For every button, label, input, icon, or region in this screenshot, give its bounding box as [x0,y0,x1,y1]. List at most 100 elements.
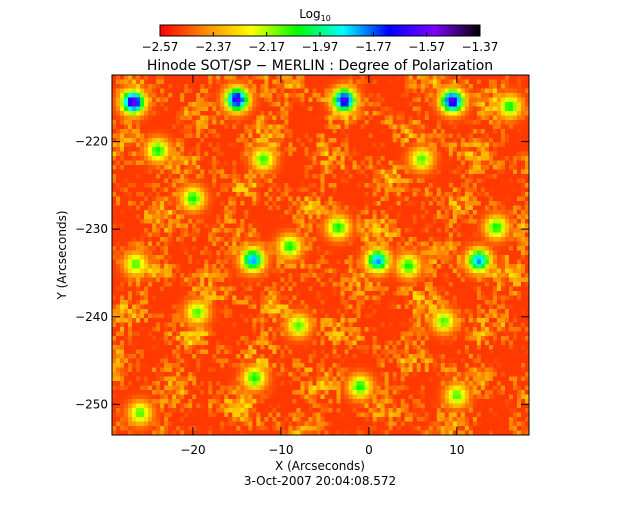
heatmap-cell [524,201,529,206]
heatmap-cell [272,286,277,292]
heatmap-cell [356,183,361,188]
heatmap-cell [408,93,414,98]
heatmap-cell [500,259,506,265]
heatmap-cell [408,205,414,211]
heatmap-cell [148,214,153,220]
heatmap-cell [280,282,285,287]
heatmap-cell [316,97,321,103]
heatmap-cell [440,120,446,125]
heatmap-cell [316,133,321,139]
heatmap-cell [372,147,378,152]
heatmap-cell [156,129,161,134]
heatmap-cell [452,142,458,148]
heatmap-cell [496,255,502,260]
heatmap-cell [176,237,181,242]
heatmap-cell [480,111,486,116]
heatmap-cell [420,93,426,98]
heatmap-cell [376,259,382,265]
heatmap-cell [188,169,193,175]
heatmap-cell [524,255,529,260]
heatmap-cell [288,178,293,184]
heatmap-cell [436,259,442,265]
heatmap-cell [112,124,117,130]
heatmap-cell [364,241,370,247]
heatmap-cell [220,223,225,229]
heatmap-cell [308,228,313,233]
heatmap-cell [388,160,394,166]
heatmap-cell [408,210,414,215]
heatmap-cell [444,93,450,98]
heatmap-cell [212,106,217,112]
heatmap-cell [180,102,185,107]
heatmap-cell [448,183,454,188]
heatmap-cell [376,115,382,121]
heatmap-cell [420,223,426,229]
heatmap-cell [288,115,293,121]
heatmap-cell [464,102,470,107]
heatmap-cell [344,268,349,274]
heatmap-cell [140,79,145,85]
heatmap-cell [500,268,506,274]
heatmap-cell [208,120,213,125]
heatmap-cell [512,133,518,139]
heatmap-cell [244,219,249,224]
heatmap-cell [144,273,149,278]
heatmap-cell [412,250,418,256]
heatmap-cell [512,277,518,283]
heatmap-cell [116,246,121,251]
heatmap-cell [260,75,265,80]
heatmap-cell [132,133,137,139]
heatmap-cell [224,192,229,197]
heatmap-cell [436,106,442,112]
heatmap-cell [440,133,446,139]
heatmap-cell [320,106,325,112]
heatmap-cell [260,142,265,148]
heatmap-cell [336,196,341,202]
heatmap-cell [268,246,273,251]
heatmap-cell [236,214,241,220]
heatmap-cell [244,228,249,233]
heatmap-cell [172,264,177,269]
heatmap-cell [172,282,177,287]
heatmap-cell [308,232,313,238]
heatmap-cell [256,160,261,166]
heatmap-cell [524,228,529,233]
heatmap-cell [460,79,466,85]
heatmap-cell [404,286,410,292]
heatmap-cell [436,178,442,184]
heatmap-cell [452,277,458,283]
heatmap-cell [240,106,245,112]
heatmap-cell [328,106,333,112]
heatmap-cell [184,210,189,215]
heatmap-cell [476,192,482,197]
heatmap-cell [256,138,261,143]
heatmap-cell [460,106,466,112]
heatmap-cell [520,115,526,121]
heatmap-cell [152,219,157,224]
heatmap-cell [308,174,313,179]
heatmap-cell [332,93,337,98]
heatmap-cell [148,178,153,184]
heatmap-cell [360,151,366,157]
heatmap-cell [428,124,434,130]
heatmap-cell [208,183,213,188]
heatmap-cell [500,147,506,152]
heatmap-cell [280,178,285,184]
heatmap-cell [216,228,221,233]
heatmap-cell [264,133,269,139]
heatmap-cell [524,205,529,211]
heatmap-cell [260,79,265,85]
heatmap-cell [124,192,129,197]
heatmap-cell [232,250,237,256]
heatmap-cell [380,169,386,175]
heatmap-cell [508,102,514,107]
heatmap-cell [156,250,161,256]
heatmap-cell [176,165,181,170]
heatmap-cell [268,156,273,161]
heatmap-cell [496,133,502,139]
heatmap-cell [300,133,305,139]
heatmap-cell [152,210,157,215]
heatmap-cell [432,156,438,161]
heatmap-cell [256,183,261,188]
heatmap-cell [220,192,225,197]
